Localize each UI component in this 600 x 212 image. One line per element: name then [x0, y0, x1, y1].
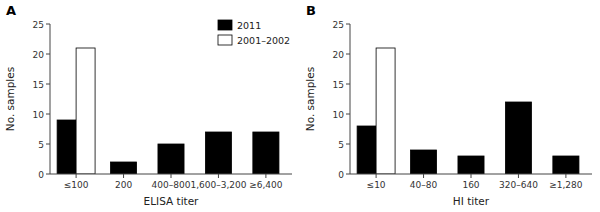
x-tick-label: ≥6,400 — [249, 180, 283, 190]
y-tick-label: 5 — [38, 140, 44, 150]
y-tick — [46, 54, 50, 55]
bar — [505, 102, 531, 174]
y-tick-label: 0 — [38, 170, 44, 180]
x-tick — [218, 174, 219, 178]
y-axis-label: No. samples — [304, 67, 316, 131]
y-tick-label: 15 — [33, 80, 44, 90]
y-axis-label: No. samples — [4, 67, 16, 131]
y-tick — [346, 54, 350, 55]
bar — [253, 132, 279, 174]
legend-swatch — [218, 20, 232, 30]
y-tick-label: 10 — [33, 110, 45, 120]
y-axis — [50, 24, 51, 174]
y-tick-label: 20 — [333, 50, 345, 60]
x-tick — [171, 174, 172, 178]
y-tick-label: 25 — [33, 20, 44, 30]
y-tick — [346, 84, 350, 85]
y-tick-label: 15 — [333, 80, 344, 90]
chart-root: 0510152025≤100200400–8001,600–3,200≥6,40… — [0, 0, 600, 212]
bars — [357, 48, 579, 174]
legend: 2011 2001–2002 — [218, 20, 290, 46]
y-tick — [346, 24, 350, 25]
legend-swatch — [218, 35, 232, 45]
x-tick-label: 200 — [115, 180, 132, 190]
y-tick — [46, 24, 50, 25]
x-tick-label: ≤100 — [64, 180, 89, 190]
y-tick — [346, 144, 350, 145]
bar — [376, 48, 395, 174]
x-tick-label: 1,600–3,200 — [190, 180, 246, 190]
y-tick — [46, 114, 50, 115]
x-tick — [76, 174, 77, 178]
x-tick-label: 40–80 — [410, 180, 438, 190]
x-tick — [265, 174, 266, 178]
y-tick — [346, 174, 350, 175]
bar — [76, 48, 95, 174]
x-tick — [376, 174, 377, 178]
x-tick — [471, 174, 472, 178]
bar — [357, 126, 376, 174]
bars — [57, 48, 279, 174]
bar — [411, 150, 437, 174]
panel: 0 5 10 15 20 25 ≤100 200 400–8001,600–3,200≥6,40… — [4, 3, 292, 207]
x-tick — [518, 174, 519, 178]
y-tick-label: 0 — [338, 170, 344, 180]
x-tick-label: 160 — [462, 180, 479, 190]
x-tick-label: ≤10 — [367, 180, 386, 190]
x-tick-label: 320–640 — [499, 180, 538, 190]
x-tick-label: 400–800 — [152, 180, 191, 190]
x-tick — [123, 174, 124, 178]
panel: 0 5 10 15 20 25 ≤10 40–80 160 320–640 ≥1,280 HI tit… — [304, 3, 592, 207]
x-axis-label: ELISA titer — [144, 195, 200, 207]
panel-label: B — [306, 3, 316, 18]
y-tick — [46, 144, 50, 145]
x-axis-label: HI titer — [453, 195, 490, 207]
y-tick-label: 10 — [333, 110, 345, 120]
y-tick — [346, 114, 350, 115]
bar — [458, 156, 484, 174]
x-tick — [565, 174, 566, 178]
bar — [111, 162, 137, 174]
y-tick — [46, 84, 50, 85]
y-tick-label: 20 — [33, 50, 45, 60]
x-tick — [423, 174, 424, 178]
y-tick-label: 5 — [338, 140, 344, 150]
x-tick-label: ≥1,280 — [549, 180, 583, 190]
legend-label: 2011 — [237, 20, 261, 31]
legend-label: 2001–2002 — [237, 35, 290, 46]
y-axis — [350, 24, 351, 174]
bar — [205, 132, 231, 174]
bar — [158, 144, 184, 174]
panel-label: A — [6, 3, 16, 18]
y-tick — [46, 174, 50, 175]
y-tick-label: 25 — [333, 20, 344, 30]
bar — [553, 156, 579, 174]
bar — [57, 120, 76, 174]
